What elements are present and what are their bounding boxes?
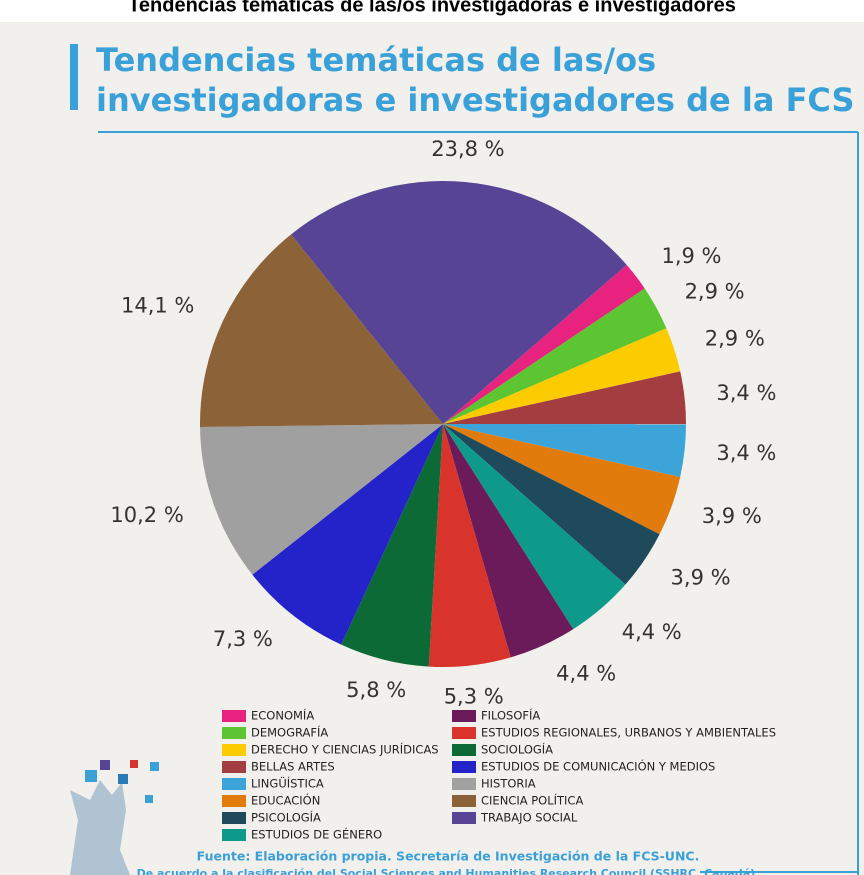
legend-label: SOCIOLOGÍA	[481, 742, 553, 757]
source: De acuerdo a la clasificación del Social…	[137, 867, 760, 875]
value-label: 3,9 %	[671, 565, 731, 589]
value-label: 5,8 %	[346, 678, 406, 702]
legend-label: BELLAS ARTES	[251, 760, 335, 774]
value-label: 14,1 %	[121, 293, 194, 317]
value-label: 2,9 %	[685, 280, 745, 304]
value-label: 5,3 %	[444, 684, 504, 708]
legend-swatch	[222, 778, 246, 790]
legend-swatch	[222, 744, 246, 756]
source: Fuente: Elaboración propia. Secretaría d…	[197, 849, 700, 864]
top-strip	[0, 0, 864, 22]
value-label: 1,9 %	[661, 244, 721, 268]
pie-slice	[428, 424, 511, 667]
legend-swatch	[222, 710, 246, 722]
legend-swatch	[452, 744, 476, 756]
pie-slice	[443, 371, 687, 425]
pie-slice	[443, 264, 645, 424]
legend-swatch	[452, 812, 476, 824]
value-label: 4,4 %	[622, 620, 682, 644]
legend-label: TRABAJO SOCIAL	[480, 811, 578, 825]
legend-label: CIENCIA POLÍTICA	[481, 793, 583, 808]
pie-slice	[443, 424, 626, 630]
pie-slice	[443, 424, 686, 477]
legend-swatch	[452, 761, 476, 773]
legend-label: FILOSOFÍA	[481, 708, 540, 723]
pie-slice	[341, 424, 443, 667]
legend-label: ESTUDIOS DE COMUNICACIÓN Y MEDIOS	[481, 759, 715, 774]
pie-slice	[200, 234, 443, 427]
chart-title: Tendencias temáticas de las/os	[96, 41, 656, 79]
pie-slice	[443, 424, 660, 585]
value-label: 4,4 %	[556, 662, 616, 686]
legend-label: PSICOLOGÍA	[251, 810, 321, 825]
legend-swatch	[222, 812, 246, 824]
legend-swatch	[222, 829, 246, 841]
legend-label: ESTUDIOS REGIONALES, URBANOS Y AMBIENTAL…	[481, 726, 776, 740]
value-label: 23,8 %	[431, 137, 504, 161]
pie-slice	[200, 424, 443, 575]
pie-slice	[291, 181, 627, 424]
value-label: 3,9 %	[702, 504, 762, 528]
value-label: 10,2 %	[110, 503, 183, 527]
legend-label: ESTUDIOS DE GÉNERO	[251, 827, 382, 842]
legend-label: HISTORIA	[481, 777, 536, 791]
legend-label: DERECHO Y CIENCIAS JURÍDICAS	[251, 742, 439, 757]
pie-slice	[252, 424, 443, 645]
legend-swatch	[222, 761, 246, 773]
legend-swatch	[222, 795, 246, 807]
legend-swatch	[452, 710, 476, 722]
legend-swatch	[222, 727, 246, 739]
value-label: 7,3 %	[213, 627, 273, 651]
pie-slice	[443, 288, 667, 424]
legend-label: ECONOMÍA	[251, 708, 314, 723]
legend-label: DEMOGRAFÍA	[251, 725, 328, 740]
legend-swatch	[452, 795, 476, 807]
legend-label: LINGÜÍSTICA	[251, 775, 324, 791]
chart-title: investigadoras e investigadores de la FC…	[96, 81, 855, 119]
value-label: 2,9 %	[705, 327, 765, 351]
pie-slice	[443, 328, 681, 424]
value-label: 3,4 %	[716, 441, 776, 465]
decoration	[70, 760, 159, 875]
page-title: Tendencias temáticas de las/os investiga…	[128, 0, 736, 16]
pie-slice	[443, 424, 681, 535]
value-label: 3,4 %	[716, 381, 776, 405]
title-bar	[70, 44, 78, 110]
legend-label: EDUCACIÓN	[251, 793, 320, 808]
legend-swatch	[452, 778, 476, 790]
pie-slice	[443, 424, 574, 658]
legend-swatch	[452, 727, 476, 739]
